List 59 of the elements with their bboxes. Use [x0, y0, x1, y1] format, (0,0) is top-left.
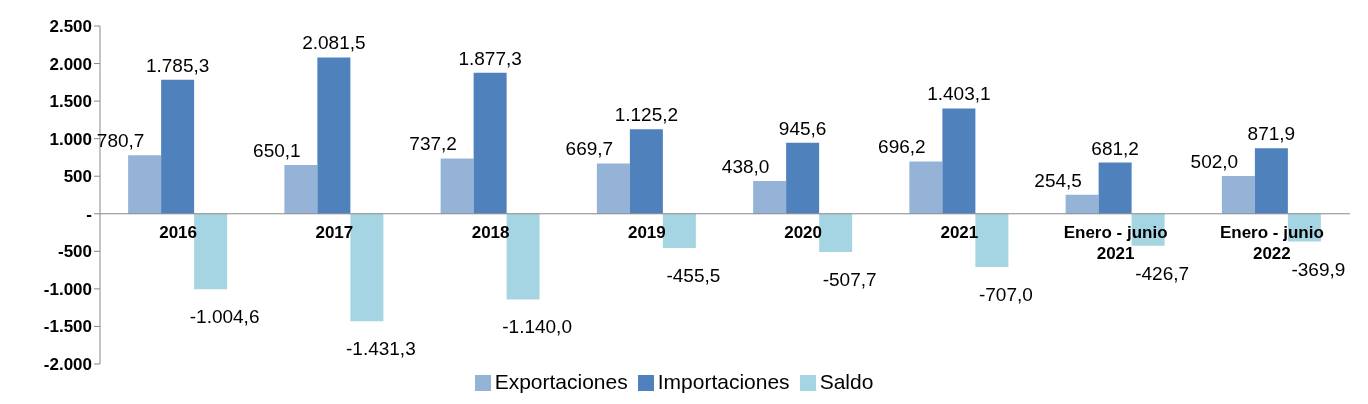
data-label: -1.004,6	[189, 306, 260, 328]
y-tick-label: -1.500	[43, 317, 92, 337]
bar	[909, 161, 943, 214]
data-label: -1.140,0	[502, 316, 572, 338]
y-tick-label: -2.000	[43, 355, 92, 375]
data-label: 871,9	[1247, 123, 1296, 145]
bar	[1254, 148, 1288, 214]
data-label: 2.081,5	[302, 32, 366, 54]
data-label: 1.125,2	[614, 104, 679, 126]
x-tick-label: Enero - junio 2021	[1063, 222, 1168, 263]
legend-label: Saldo	[819, 370, 874, 393]
legend-label: Exportaciones	[494, 370, 628, 393]
bar	[1221, 176, 1255, 214]
y-tick-label: 1.000	[49, 129, 92, 149]
data-label: 438,0	[721, 155, 770, 177]
data-label: -1.431,3	[346, 338, 416, 360]
data-label: 681,2	[1091, 137, 1139, 159]
data-label: 650,1	[253, 139, 301, 161]
y-tick-label: 2.000	[49, 54, 92, 74]
bar	[440, 158, 474, 214]
bar	[596, 163, 630, 214]
bar	[161, 79, 195, 214]
x-tick-label: 2021	[940, 222, 979, 242]
data-label: -707,0	[978, 283, 1033, 305]
x-tick-label: 2019	[627, 222, 666, 242]
data-label: 1.785,3	[145, 54, 210, 76]
bar	[473, 72, 507, 214]
x-tick-label: 2020	[784, 222, 823, 242]
bar	[284, 164, 318, 214]
bar	[629, 129, 663, 214]
data-label: 1.877,3	[458, 47, 522, 69]
data-label: -507,7	[822, 268, 877, 290]
data-label: 254,5	[1034, 169, 1082, 191]
data-label: 945,6	[778, 117, 827, 139]
y-tick-label: -500	[57, 242, 92, 262]
x-tick-label: 2017	[315, 222, 354, 242]
bar	[942, 108, 976, 214]
data-label: 502,0	[1190, 151, 1239, 173]
data-label: 737,2	[409, 133, 457, 155]
x-tick-label: 2018	[471, 222, 510, 242]
y-tick-label: 500	[63, 167, 92, 187]
data-label: 1.403,1	[927, 83, 991, 105]
bar	[1098, 162, 1132, 214]
data-label: 780,7	[96, 130, 145, 152]
bar	[786, 142, 820, 214]
y-tick-label: 1.500	[49, 92, 92, 112]
data-label: -455,5	[666, 264, 721, 286]
legend-label: Importaciones	[657, 370, 790, 393]
bar	[128, 155, 162, 214]
data-label: 696,2	[878, 136, 926, 158]
bar	[1065, 194, 1099, 214]
x-tick-label: 2016	[159, 222, 198, 242]
data-label: -426,7	[1135, 262, 1190, 284]
y-tick-label: -	[86, 204, 92, 224]
data-label: 669,7	[565, 138, 614, 160]
bar	[317, 57, 351, 214]
y-tick-label: -1.000	[43, 279, 92, 299]
bar	[753, 180, 787, 214]
y-tick-label: 2.500	[49, 17, 92, 37]
